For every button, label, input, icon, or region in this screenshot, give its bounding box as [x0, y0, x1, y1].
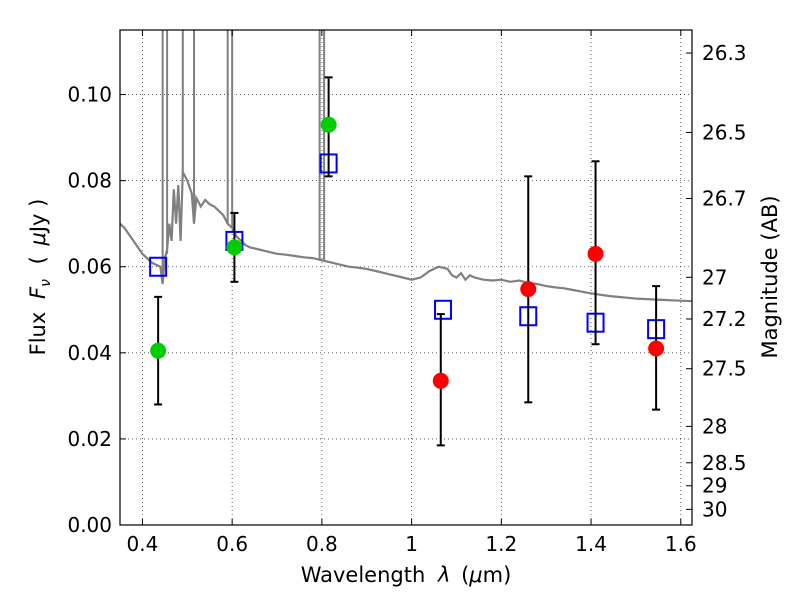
observed-optical-point — [150, 342, 167, 359]
x-axis-label: Wavelength λ (μm) — [301, 563, 512, 587]
model-spectrum-line — [120, 167, 692, 303]
observed-nir-point — [648, 340, 665, 357]
x-tick-label: 0.4 — [127, 532, 159, 556]
y2-tick-label: 26.3 — [702, 41, 747, 65]
y2-tick-label: 26.7 — [702, 186, 747, 210]
observed-nir-point — [587, 245, 604, 262]
y2-tick-label: 27.2 — [702, 307, 747, 331]
y2-tick-label: 28 — [702, 414, 727, 438]
plot-area — [120, 30, 692, 447]
y-axis-label-unit-open: ( — [26, 256, 50, 264]
axis-ticks: 0.4 0.6 0.8 1 1.2 1.4 1.6 0.00 0.02 0.04 0.06 0.08 0… — [67, 30, 747, 556]
y-axis-label-text: Flux — [26, 312, 50, 356]
y2-tick-label: 30 — [702, 497, 727, 521]
y2-tick-label: 27.5 — [702, 357, 747, 381]
x-axis-label-symbol: λ — [437, 563, 450, 587]
y-axis-label: Flux Fν ( μJy ) — [26, 199, 55, 356]
x-axis-label-text: Wavelength — [301, 563, 426, 587]
observed-optical-point — [320, 116, 337, 133]
x-tick-label: 1.4 — [575, 532, 607, 556]
y2-axis-label: Magnitude (AB) — [758, 195, 782, 358]
y-tick-label: 0.04 — [67, 341, 112, 365]
y-axis-label-sub: ν — [38, 279, 54, 287]
x-tick-label: 0.8 — [306, 532, 338, 556]
observed-nir-point — [520, 281, 537, 298]
y-axis-label-unit-rest: Jy ) — [26, 199, 50, 235]
y-tick-label: 0.00 — [67, 513, 112, 537]
model-photometry-square — [434, 299, 453, 320]
y-tick-label: 0.02 — [67, 427, 112, 451]
observed-nir-point — [432, 372, 449, 389]
x-tick-label: 1.6 — [665, 532, 697, 556]
y-axis-label-symbol: F — [26, 286, 50, 299]
y2-tick-label: 28.5 — [702, 451, 747, 475]
x-tick-label: 1.2 — [485, 532, 517, 556]
x-axis-label-unit-open: ( — [461, 563, 469, 587]
y-tick-label: 0.06 — [67, 255, 112, 279]
x-axis-label-unit-mu: μ — [468, 563, 482, 587]
x-tick-label: 1 — [405, 532, 418, 556]
observed-optical-point — [226, 239, 243, 256]
model-photometry-square — [149, 256, 168, 277]
y2-tick-label: 27 — [702, 265, 727, 289]
x-axis-label-unit-rest: m) — [483, 563, 512, 587]
x-tick-label: 0.6 — [216, 532, 248, 556]
y2-tick-label: 26.5 — [702, 120, 747, 144]
y-tick-label: 0.10 — [67, 83, 112, 107]
y-axis-label-unit-mu: μ — [26, 232, 50, 246]
y-tick-label: 0.08 — [67, 169, 112, 193]
y2-tick-label: 29 — [702, 474, 727, 498]
